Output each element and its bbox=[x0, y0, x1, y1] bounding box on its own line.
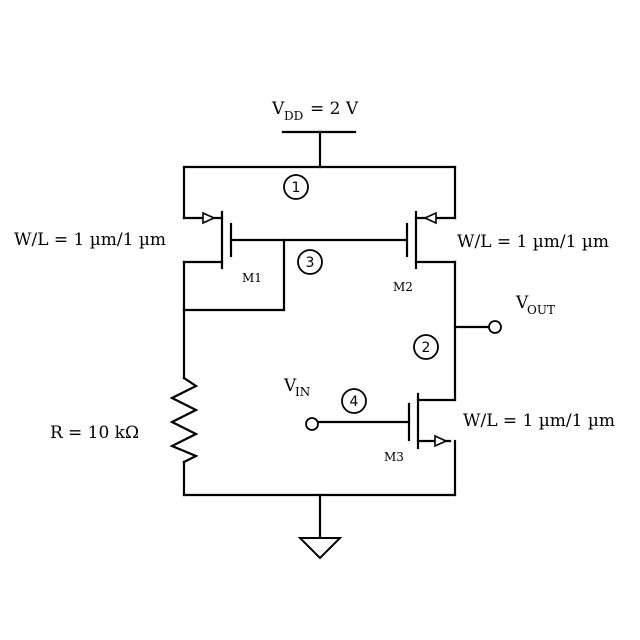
resistor-icon bbox=[169, 376, 199, 464]
pmos-icon bbox=[423, 211, 437, 225]
vin-label: V bbox=[283, 376, 297, 396]
ground-icon bbox=[297, 493, 343, 560]
m3-label: M3 bbox=[384, 450, 404, 464]
pmos-icon bbox=[202, 211, 216, 225]
vout-subscript: OUT bbox=[527, 303, 555, 317]
node-marker-2: 2 bbox=[413, 334, 439, 360]
resistor-value: = 10 kΩ bbox=[68, 423, 139, 443]
m2-size: W/L = 1 µm/1 µm bbox=[457, 232, 609, 252]
svg-text:1: 1 bbox=[292, 180, 301, 196]
node-marker-3: 3 bbox=[297, 249, 323, 275]
vin-subscript: IN bbox=[295, 385, 310, 399]
vdd-value: = 2 V bbox=[310, 99, 359, 119]
vdd-supply: V DD = 2 V bbox=[271, 99, 359, 169]
m3-size: W/L = 1 µm/1 µm bbox=[463, 411, 615, 431]
nmos-m3: W/L = 1 µm/1 µm M3 bbox=[384, 392, 615, 497]
m1-size: W/L = 1 µm/1 µm bbox=[14, 230, 166, 250]
vout-terminal: V OUT bbox=[453, 293, 555, 334]
svg-text:3: 3 bbox=[306, 255, 315, 271]
m1-label: M1 bbox=[242, 271, 262, 285]
m2-label: M2 bbox=[393, 280, 413, 294]
resistor-r: R = 10 kΩ bbox=[50, 308, 199, 497]
resistor-label: R bbox=[50, 423, 64, 443]
pmos-m1: W/L = 1 µm/1 µm M1 bbox=[14, 165, 262, 312]
vout-label: V bbox=[515, 293, 529, 313]
vdd-label: V bbox=[271, 99, 285, 119]
node-marker-4: 4 bbox=[341, 388, 367, 414]
pmos-m2: W/L = 1 µm/1 µm M2 bbox=[393, 165, 609, 402]
node-marker-1: 1 bbox=[283, 174, 309, 200]
svg-text:2: 2 bbox=[422, 340, 431, 356]
nmos-icon bbox=[434, 434, 448, 448]
vdd-subscript: DD bbox=[284, 109, 303, 123]
vin-terminal: V IN bbox=[283, 376, 411, 431]
svg-text:4: 4 bbox=[350, 394, 359, 410]
